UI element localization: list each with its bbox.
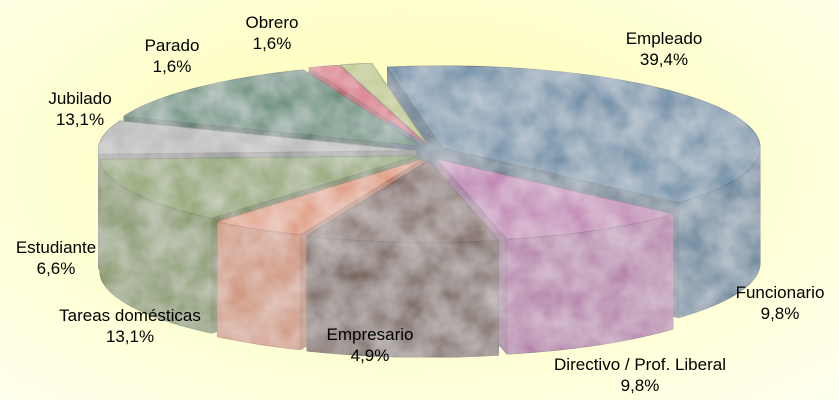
slice-value: 13,1% xyxy=(105,327,155,346)
slice-value: 9,8% xyxy=(760,304,800,323)
slice-side-empresario xyxy=(216,221,301,351)
slice-name: Jubilado xyxy=(48,89,112,108)
slice-name: Empresario xyxy=(326,325,414,344)
slice-label-directivo: Directivo / Prof. Liberal 9,8% xyxy=(554,354,726,396)
slice-value: 6,6% xyxy=(36,259,76,278)
slice-value: 1,6% xyxy=(152,57,192,76)
slice-name: Parado xyxy=(144,36,200,55)
slice-name: Tareas domésticas xyxy=(59,306,201,325)
slice-value: 13,1% xyxy=(55,110,105,129)
slice-label-funcionario: Funcionario 9,8% xyxy=(736,282,825,324)
slice-empresario xyxy=(215,158,423,236)
slice-value: 9,8% xyxy=(620,376,660,395)
slice-name: Directivo / Prof. Liberal xyxy=(554,355,726,374)
slice-label-empleado: Empleado 39,4% xyxy=(626,28,703,70)
slice-jubilado xyxy=(122,69,421,147)
slice-label-empresario: Empresario 4,9% xyxy=(327,324,414,366)
slice-label-tareas-domesticas: Tareas domésticas 13,1% xyxy=(59,305,201,347)
slice-name: Estudiante xyxy=(15,238,97,257)
slice-name: Empleado xyxy=(625,29,703,48)
slice-value: 39,4% xyxy=(639,50,689,69)
slice-obrero xyxy=(339,62,428,145)
slice-parado xyxy=(307,64,426,145)
slice-directivo-prof-liberal xyxy=(305,159,500,243)
slice-label-estudiante: Estudiante 6,6% xyxy=(16,237,96,279)
slice-estudiante xyxy=(97,120,417,155)
slice-value: 4,9% xyxy=(350,346,390,365)
slice-empleado xyxy=(386,65,761,204)
slice-label-obrero: Obrero 1,6% xyxy=(246,12,299,54)
slice-label-jubilado: Jubilado 13,1% xyxy=(48,88,111,130)
slice-funcionario xyxy=(435,158,676,240)
slice-value: 1,6% xyxy=(252,34,292,53)
slice-name: Funcionario xyxy=(735,283,825,302)
slice-name: Obrero xyxy=(245,13,299,32)
slice-label-parado: Parado 1,6% xyxy=(145,35,200,77)
slice-tareas-dom-sticas xyxy=(99,155,418,219)
